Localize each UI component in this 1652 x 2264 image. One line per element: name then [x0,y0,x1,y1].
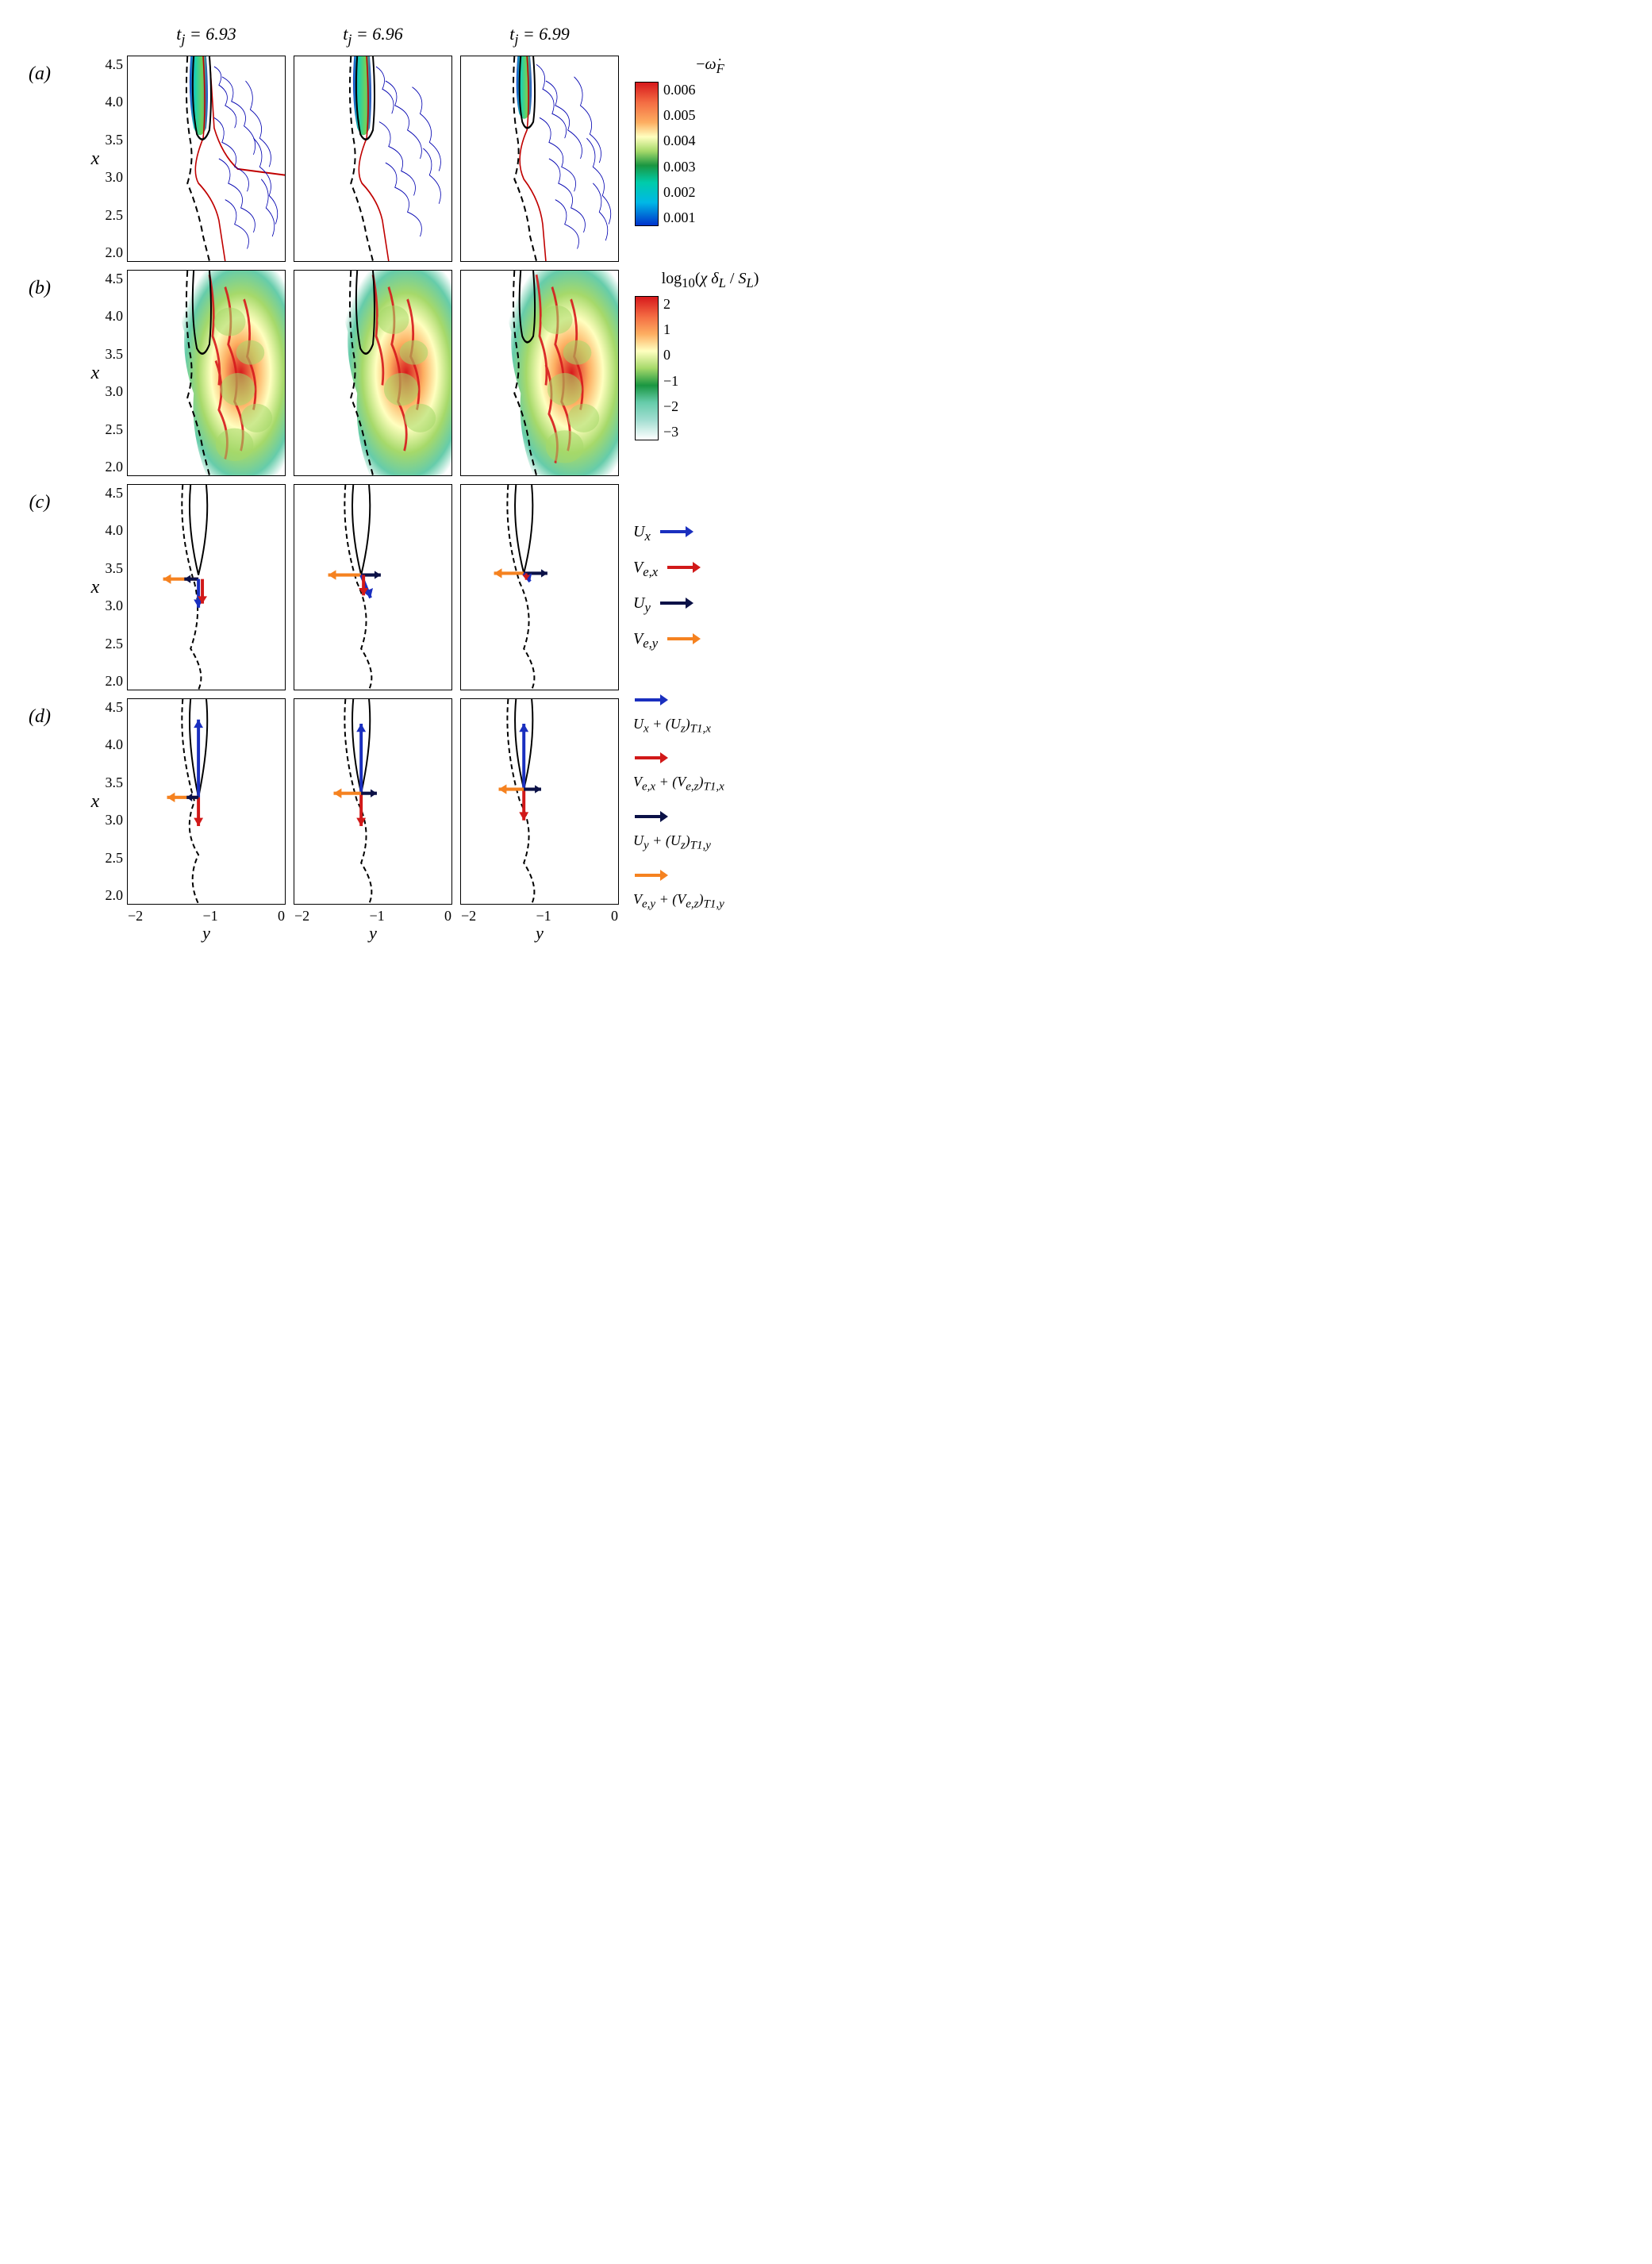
xticks-d2: −2−10 [294,908,451,924]
xticks-d1: −2−10 [128,908,285,924]
panel-d3: −2−10 y [460,698,619,905]
arrow-icon [633,809,668,829]
yticks-c: 4.54.03.53.02.52.0 [98,485,123,690]
yticks-d: 4.54.03.53.02.52.0 [98,699,123,904]
colorbar-b-title: log10(χ δL / SL) [635,270,786,291]
legend-c: Ux Ve,x Uy Ve,y [627,484,786,690]
panel-b2 [294,270,452,476]
arrow-icon [666,631,701,652]
arrow-icon [633,867,668,888]
panel-a1: 4.54.03.53.02.52.0 [127,56,286,262]
panel-c3 [460,484,619,690]
panel-a2 [294,56,452,262]
row-label-a: (a) [16,56,63,262]
row-label-b: (b) [16,270,63,476]
panel-d1: 4.54.03.53.02.52.0 −2−10 y [127,698,286,905]
xticks-d3: −2−10 [461,908,618,924]
col-title-1: tj = 6.93 [127,24,286,48]
panel-a3 [460,56,619,262]
yticks-b: 4.54.03.53.02.52.0 [98,271,123,475]
row-label-c: (c) [16,484,63,690]
colorbar-a-title: −ω̇F [635,56,786,77]
panel-b3 [460,270,619,476]
arrow-icon [659,524,693,544]
y-axis-label-d3: y [461,923,618,944]
y-axis-label-d1: y [128,923,285,944]
arrow-icon [659,595,693,616]
panel-c2 [294,484,452,690]
col-title-2: tj = 6.96 [294,24,452,48]
row-label-d: (d) [16,698,63,905]
arrow-icon [633,692,668,713]
panel-d2: −2−10 y [294,698,452,905]
panel-b1: 4.54.03.53.02.52.0 [127,270,286,476]
arrow-icon [633,750,668,771]
arrow-icon [666,559,701,580]
colorbar-a: −ω̇F 0.006 0.005 0.004 0.003 0.002 0.001 [627,56,786,262]
col-title-3: tj = 6.99 [460,24,619,48]
legend-d: Ux + (Uz)T1,x Ve,x + (Ve,z)T1,x Uy + (Uz… [627,698,786,905]
figure-grid: tj = 6.93 tj = 6.96 tj = 6.99 (a) x 4.54… [16,16,1636,944]
panel-c1: 4.54.03.53.02.52.0 [127,484,286,690]
yticks-a: 4.54.03.53.02.52.0 [98,56,123,261]
colorbar-b: log10(χ δL / SL) 2 1 0 −1 −2 −3 [627,270,786,476]
y-axis-label-d2: y [294,923,451,944]
